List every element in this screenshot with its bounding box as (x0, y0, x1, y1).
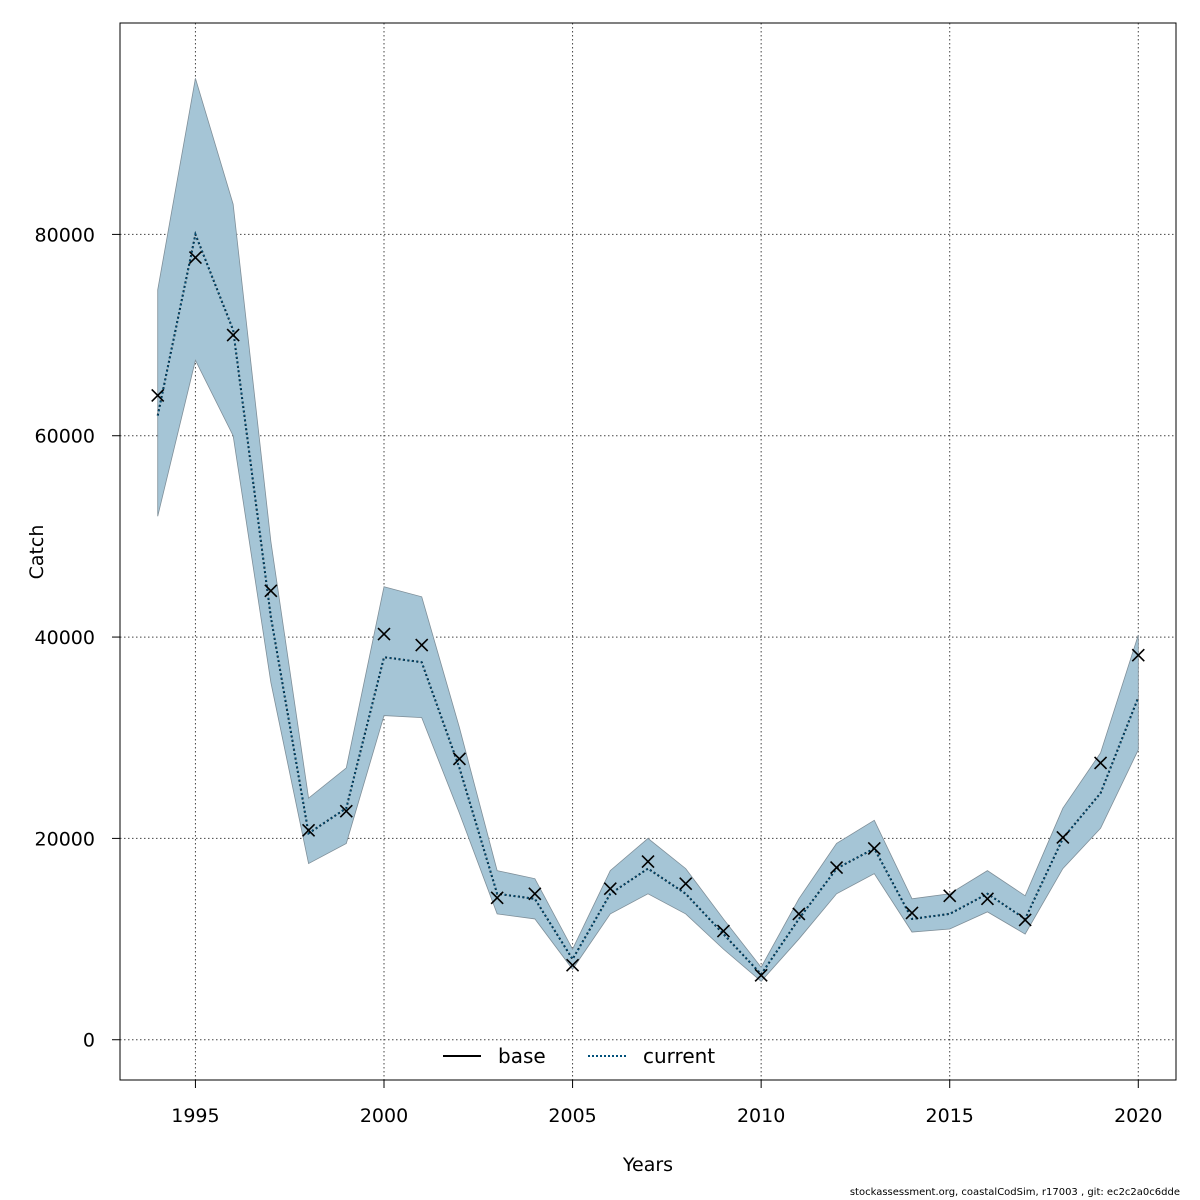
observed-point-1995 (188, 250, 202, 265)
x-tick-label-2010: 2010 (737, 1105, 785, 1127)
observed-point-2019 (1094, 756, 1108, 770)
confidence-band (157, 78, 1139, 982)
observed-point-stroke-b (980, 892, 994, 906)
observed-point-2015 (943, 889, 957, 903)
x-tick-label-2015: 2015 (926, 1105, 974, 1127)
observed-point-1997 (264, 584, 278, 598)
y-tick-label-60000: 60000 (35, 426, 95, 448)
observed-point-stroke-b (302, 823, 316, 837)
confidence-band-area (157, 78, 1139, 982)
observed-point-2011 (792, 907, 806, 921)
observed-point-stroke-b (905, 906, 919, 920)
x-tick-label-2020: 2020 (1114, 1105, 1162, 1127)
observed-point-stroke-b (490, 891, 504, 905)
observed-point-2012 (830, 861, 844, 875)
observed-point-2014 (905, 906, 919, 920)
observed-point-stroke-b (1094, 756, 1108, 770)
observed-point-2005 (566, 958, 580, 972)
observed-point-2010 (754, 968, 768, 982)
observed-point-1998 (302, 823, 316, 837)
observed-point-2013 (867, 841, 881, 856)
x-tick-label-1995: 1995 (171, 1105, 219, 1127)
plot-frame (119, 22, 1177, 1081)
observed-point-stroke-b (528, 887, 542, 901)
observed-point-stroke-b (754, 968, 768, 982)
observed-point-2008 (679, 877, 693, 891)
y-tick-label-80000: 80000 (35, 224, 95, 246)
observed-point-stroke-b (943, 889, 957, 903)
x-tick-label-2000: 2000 (360, 1105, 408, 1127)
footer-note: stockassessment.org, coastalCodSim, r170… (849, 1187, 1180, 1198)
x-axis: 1995 2000 2005 2010 2015 2020 (171, 1080, 1162, 1127)
observed-point-stroke-b (566, 958, 580, 972)
observed-point-stroke-b (679, 877, 693, 891)
legend-label-current: current (643, 1044, 715, 1068)
observed-point-stroke-b (151, 388, 165, 403)
y-tick-label-20000: 20000 (35, 828, 95, 850)
observed-point-stroke-b (830, 861, 844, 875)
observed-point-stroke-b (226, 328, 240, 342)
observed-point-2002 (452, 752, 466, 766)
legend: base current (443, 1044, 715, 1068)
observed-point-stroke-b (641, 854, 655, 869)
observed-point-2004 (528, 887, 542, 901)
observed-point-stroke-b (377, 627, 391, 641)
observed-point-stroke-b (792, 907, 806, 921)
observed-point-2009 (716, 924, 730, 938)
observed-point-2018 (1056, 830, 1070, 844)
observed-point-2003 (490, 891, 504, 905)
observed-point-stroke-b (264, 584, 278, 598)
observed-point-2016 (980, 892, 994, 906)
observed-point-stroke-b (1018, 913, 1032, 927)
observed-point-2006 (603, 882, 617, 896)
observed-point-stroke-b (603, 882, 617, 896)
observed-point-2001 (415, 638, 429, 652)
observed-point-stroke-b (867, 841, 881, 856)
observed-point-2000 (377, 627, 391, 641)
y-axis: 0 20000 40000 60000 80000 (35, 224, 120, 1052)
observed-point-stroke-b (1131, 648, 1145, 662)
y-axis-title: Catch (26, 525, 48, 580)
observed-point-stroke-b (415, 638, 429, 652)
observed-point-2017 (1018, 913, 1032, 927)
x-axis-title: Years (622, 1154, 673, 1176)
observed-point-1999 (339, 804, 353, 818)
observed-point-stroke-b (716, 924, 730, 938)
observed-point-1994 (151, 388, 165, 403)
grid (120, 23, 1176, 1080)
observed-point-stroke-b (339, 804, 353, 818)
y-tick-label-0: 0 (83, 1030, 95, 1052)
observed-point-stroke-b (1056, 830, 1070, 844)
legend-label-base: base (498, 1044, 546, 1068)
observed-point-stroke-b (452, 752, 466, 766)
observed-markers (151, 250, 1145, 982)
observed-point-1996 (226, 328, 240, 342)
observed-point-2007 (641, 854, 655, 869)
observed-point-stroke-b (188, 250, 202, 265)
observed-point-2020 (1131, 648, 1145, 662)
y-tick-label-40000: 40000 (35, 627, 95, 649)
x-tick-label-2005: 2005 (548, 1105, 596, 1127)
